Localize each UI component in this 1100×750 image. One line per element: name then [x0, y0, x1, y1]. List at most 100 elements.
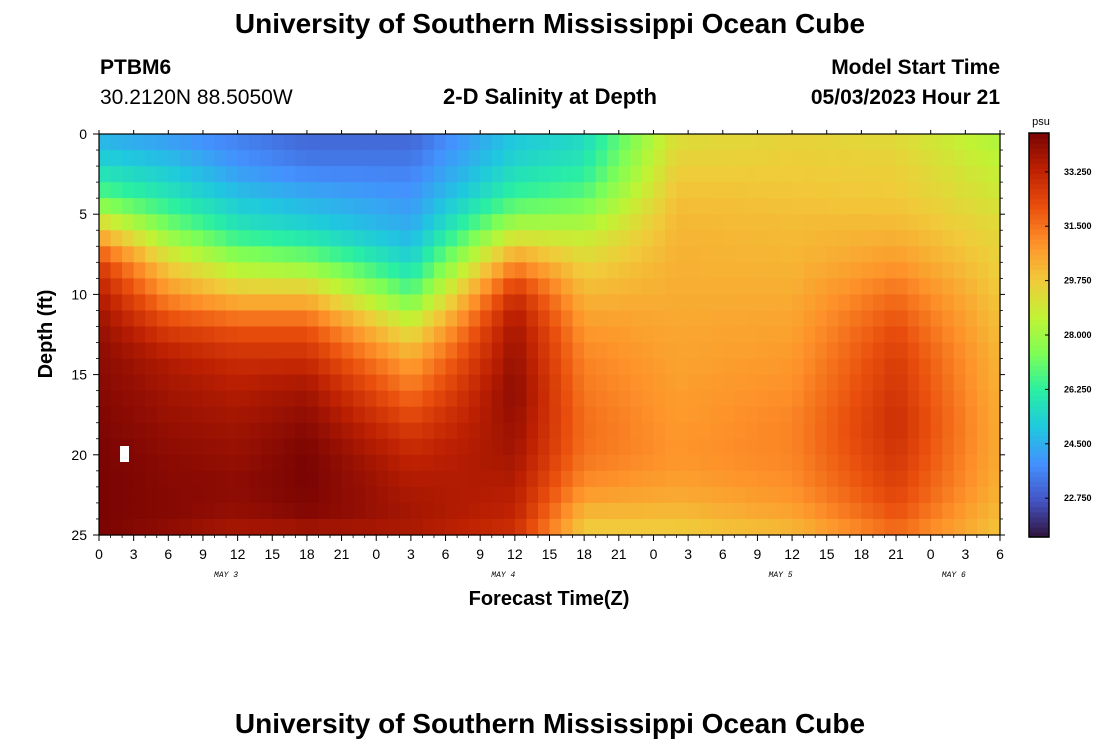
- heatmap-cell: [618, 390, 631, 408]
- heatmap-cell: [572, 518, 585, 536]
- heatmap-cell: [214, 438, 227, 456]
- heatmap-cell: [376, 230, 389, 247]
- heatmap-cell: [641, 358, 655, 376]
- heatmap-cell: [306, 310, 320, 328]
- heatmap-cell: [341, 326, 354, 344]
- heatmap-cell: [930, 214, 943, 231]
- heatmap-cell: [399, 278, 412, 295]
- colorbar-segment: [1029, 365, 1049, 371]
- heatmap-cell: [953, 390, 966, 408]
- heatmap-cell: [491, 198, 504, 215]
- colorbar-segment: [1029, 178, 1049, 185]
- heatmap-cell: [768, 150, 782, 167]
- heatmap-cell: [145, 294, 158, 312]
- heatmap-cell: [699, 294, 712, 312]
- heatmap-cell: [480, 518, 493, 536]
- heatmap-cell: [653, 294, 666, 312]
- heatmap-cell: [768, 166, 782, 183]
- heatmap-cell: [641, 390, 655, 408]
- heatmap-cell: [283, 502, 296, 520]
- colorbar-segment: [1029, 294, 1049, 301]
- heatmap-cell: [249, 502, 262, 520]
- heatmap-cell: [849, 310, 862, 328]
- model-start-time: 05/03/2023 Hour 21: [810, 86, 1000, 109]
- heatmap-cell: [468, 342, 481, 360]
- heatmap-cell: [930, 502, 943, 520]
- heatmap-cell: [884, 454, 897, 472]
- colorbar-segment: [1029, 491, 1049, 498]
- heatmap-cell: [792, 166, 805, 183]
- heatmap-cell: [387, 374, 400, 392]
- heatmap-cell: [953, 294, 966, 312]
- heatmap-cell: [849, 486, 862, 504]
- heatmap-cell: [561, 374, 574, 392]
- heatmap-cell: [468, 198, 481, 215]
- heatmap-cell: [711, 166, 724, 183]
- heatmap-cell: [757, 454, 770, 472]
- colorbar-segment: [1029, 516, 1049, 523]
- heatmap-cell: [884, 358, 897, 376]
- heatmap-cell: [722, 262, 735, 279]
- heatmap-cell: [572, 150, 585, 167]
- heatmap-cell: [99, 470, 112, 488]
- heatmap-cell: [364, 278, 377, 295]
- heatmap-cell: [896, 294, 909, 312]
- heatmap-cell: [330, 422, 343, 440]
- heatmap-cell: [907, 294, 920, 312]
- heatmap-cell: [607, 422, 620, 440]
- heatmap-cell: [480, 214, 493, 231]
- heatmap-cell: [491, 470, 504, 488]
- heatmap-cell: [618, 214, 631, 231]
- heatmap-cell: [376, 342, 389, 360]
- heatmap-cell: [618, 406, 631, 424]
- heatmap-cell: [942, 470, 955, 488]
- heatmap-cell: [745, 518, 759, 536]
- heatmap-cell: [514, 454, 527, 472]
- colorbar-segment: [1029, 143, 1049, 149]
- heatmap-cell: [202, 342, 216, 360]
- heatmap-cell: [745, 278, 759, 295]
- heatmap-cell: [387, 262, 400, 279]
- heatmap-cell: [364, 454, 377, 472]
- heatmap-cell: [156, 390, 169, 408]
- heatmap-cell: [503, 278, 516, 295]
- heatmap-cell: [202, 246, 216, 263]
- heatmap-cell: [792, 198, 805, 215]
- heatmap-cell: [422, 246, 435, 263]
- heatmap-cell: [942, 406, 955, 424]
- heatmap-cell: [526, 342, 539, 360]
- heatmap-cell: [976, 518, 990, 536]
- heatmap-cell: [364, 150, 377, 167]
- heatmap-cell: [110, 310, 123, 328]
- heatmap-cell: [872, 246, 886, 263]
- heatmap-cell: [826, 390, 839, 408]
- heatmap-cell: [688, 438, 701, 456]
- colorbar-tick-label: 31.500: [1064, 221, 1092, 231]
- heatmap-cell: [145, 214, 158, 231]
- heatmap-cell: [815, 134, 828, 151]
- heatmap-cell: [503, 182, 516, 199]
- heatmap-cell: [953, 326, 966, 344]
- heatmap-cell: [676, 342, 689, 360]
- heatmap-cell: [711, 182, 724, 199]
- heatmap-cell: [757, 182, 770, 199]
- heatmap-cell: [665, 390, 678, 408]
- heatmap-cell: [849, 358, 862, 376]
- heatmap-cell: [433, 294, 447, 312]
- heatmap-cell: [561, 518, 574, 536]
- station-coordinates: 30.2120N 88.5050W: [100, 86, 293, 109]
- heatmap-cell: [584, 278, 597, 295]
- x-tick-label: 21: [611, 546, 627, 562]
- heatmap-cell: [595, 150, 608, 167]
- heatmap-cell: [988, 358, 1001, 376]
- heatmap-cell: [653, 278, 666, 295]
- heatmap-cell: [422, 150, 435, 167]
- heatmap-cell: [896, 278, 909, 295]
- heatmap-cell: [722, 390, 735, 408]
- heatmap-cell: [976, 134, 990, 151]
- heatmap-cell: [699, 390, 712, 408]
- heatmap-cell: [676, 518, 689, 536]
- heatmap-cell: [283, 214, 296, 231]
- heatmap-cell: [976, 374, 990, 392]
- heatmap-cell: [295, 262, 308, 279]
